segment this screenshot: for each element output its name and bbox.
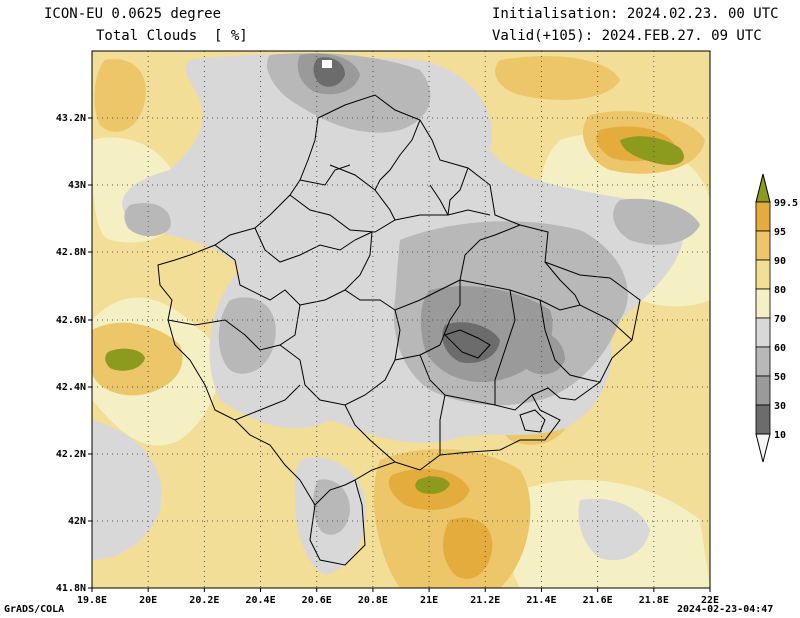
colorbar-top-arrow	[755, 173, 771, 203]
lat-label: 42.8N	[56, 247, 86, 258]
colorbar-label: 10	[774, 430, 786, 441]
colorbar-label: 95	[774, 227, 786, 238]
lon-label: 20.8E	[358, 595, 388, 606]
colorbar-band	[755, 375, 771, 406]
lat-label: 42.2N	[56, 449, 86, 460]
colorbar-label: 99.5	[774, 198, 798, 209]
colorbar-bottom-arrow	[755, 433, 771, 463]
lon-label: 22E	[701, 595, 719, 606]
lat-label: 41.8N	[56, 583, 86, 594]
field-title: Total Clouds [ %]	[96, 28, 248, 44]
valid-time: Valid(+105): 2024.FEB.27. 09 UTC	[492, 28, 762, 44]
colorbar-label: 70	[774, 314, 786, 325]
colorbar-band	[755, 201, 771, 232]
colorbar-band	[755, 346, 771, 377]
lat-label: 43.2N	[56, 113, 86, 124]
colorbar-label: 50	[774, 372, 786, 383]
colorbar-label: 60	[774, 343, 786, 354]
lat-label: 42.6N	[56, 315, 86, 326]
model-title: ICON-EU 0.0625 degree	[44, 6, 222, 22]
init-time: Initialisation: 2024.02.23. 00 UTC	[492, 6, 779, 22]
colorbar-label: 90	[774, 256, 786, 267]
lon-label: 19.8E	[77, 595, 107, 606]
lon-label: 21.4E	[526, 595, 556, 606]
longitude-labels: 19.8E 20E 20.2E 20.4E 20.6E 20.8E 21E 21.2E 21.4…	[77, 588, 719, 606]
lon-label: 21.2E	[470, 595, 500, 606]
colorbar-band	[755, 404, 771, 435]
software-credit: GrADS/COLA	[4, 604, 65, 615]
lon-label: 20.4E	[245, 595, 275, 606]
timestamp: 2024-02-23-04:47	[677, 604, 774, 615]
latitude-labels: 43.2N 43N 42.8N 42.6N 42.4N 42.2N 42N 41.8N	[56, 113, 92, 594]
lon-label: 20.6E	[302, 595, 332, 606]
colorbar-band	[755, 230, 771, 261]
lon-label: 21.6E	[583, 595, 613, 606]
lat-label: 42N	[68, 516, 86, 527]
graticule	[92, 51, 710, 588]
lat-label: 43N	[68, 180, 86, 191]
colorbar-band	[755, 259, 771, 290]
lon-label: 21.8E	[639, 595, 669, 606]
lon-label: 20E	[139, 595, 157, 606]
lat-label: 42.4N	[56, 382, 86, 393]
colorbar-band	[755, 317, 771, 348]
colorbar: 99.5 95 90 80 70 60 50 30 10	[755, 173, 798, 463]
admin-boundaries	[157, 94, 641, 566]
colorbar-label: 30	[774, 401, 786, 412]
lon-label: 20.2E	[189, 595, 219, 606]
colorbar-label: 80	[774, 285, 786, 296]
colorbar-band	[755, 288, 771, 319]
lon-label: 21E	[420, 595, 438, 606]
